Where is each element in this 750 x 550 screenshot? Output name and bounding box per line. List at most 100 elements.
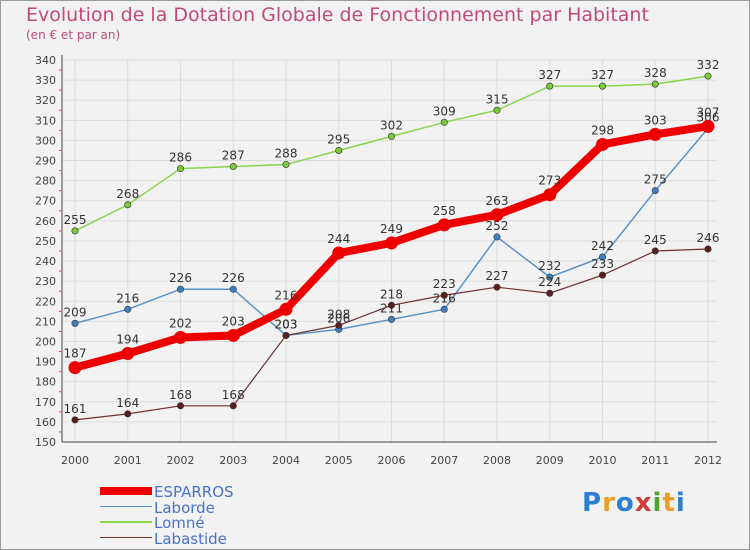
x-tick-label: 2002: [167, 454, 195, 467]
data-label-laborde: 275: [644, 173, 667, 187]
data-label-esparros: 303: [644, 113, 667, 127]
data-point-esparros: [121, 347, 135, 361]
data-point-labastide: [124, 410, 132, 418]
data-label-labastide: 168: [222, 388, 245, 402]
data-point-lomn-: [493, 106, 501, 114]
legend-label-lomn-: Lomné: [154, 514, 205, 532]
x-tick-label: 2010: [589, 454, 617, 467]
logo-letter: x: [634, 488, 653, 518]
legend-swatch-esparros: [100, 487, 152, 495]
data-point-lomn-: [387, 132, 395, 140]
x-tick-label: 2004: [272, 454, 300, 467]
data-label-labastide: 223: [433, 277, 456, 291]
data-label-labastide: 245: [644, 233, 667, 247]
data-label-lomn-: 309: [433, 104, 456, 118]
legend-label-labastide: Labastide: [154, 529, 227, 548]
x-tick-label: 2012: [694, 454, 722, 467]
legend-label-laborde: Laborde: [154, 498, 215, 517]
data-point-labastide: [71, 416, 79, 424]
data-label-lomn-: 268: [116, 187, 139, 201]
data-point-labastide: [598, 271, 606, 279]
data-point-labastide: [440, 291, 448, 299]
data-point-laborde: [177, 285, 185, 293]
data-label-laborde: 226: [222, 271, 245, 285]
logo-letter: i: [652, 488, 663, 518]
data-point-esparros: [68, 361, 82, 375]
data-point-labastide: [177, 402, 185, 410]
data-label-esparros: 263: [486, 194, 509, 208]
x-tick-label: 2001: [114, 454, 142, 467]
data-point-esparros: [648, 127, 662, 141]
logo-letter: i: [675, 488, 686, 518]
x-tick-label: 2000: [61, 454, 89, 467]
data-point-lomn-: [124, 201, 132, 209]
data-point-esparros: [596, 137, 609, 151]
data-point-laborde: [493, 233, 501, 241]
data-point-esparros: [437, 218, 451, 232]
data-point-lomn-: [71, 227, 79, 235]
logo-letter: t: [662, 488, 676, 518]
y-tick-label: 180: [35, 376, 56, 389]
data-point-esparros: [332, 246, 346, 260]
y-tick-label: 270: [35, 195, 56, 208]
legend-label-esparros: ESPARROS: [154, 483, 234, 501]
data-point-laborde: [71, 319, 79, 327]
data-label-lomn-: 327: [591, 68, 614, 82]
data-label-labastide: 224: [538, 275, 561, 289]
y-tick-label: 160: [35, 416, 56, 429]
data-point-lomn-: [546, 82, 554, 90]
proxiti-logo: Proxiti: [582, 488, 686, 518]
y-tick-label: 210: [35, 315, 56, 328]
y-tick-label: 340: [35, 54, 56, 67]
data-label-esparros: 249: [380, 222, 403, 236]
y-tick-label: 260: [35, 215, 56, 228]
data-label-esparros: 194: [116, 333, 139, 347]
y-tick-label: 310: [35, 114, 56, 127]
x-tick-label: 2009: [536, 454, 564, 467]
chart-title: Evolution de la Dotation Globale de Fonc…: [26, 4, 649, 26]
data-label-esparros: 244: [327, 232, 350, 246]
data-label-lomn-: 332: [697, 58, 720, 72]
y-tick-label: 330: [35, 74, 56, 87]
data-label-laborde: 232: [538, 259, 561, 273]
data-label-labastide: 246: [697, 231, 720, 245]
data-point-laborde: [124, 305, 132, 313]
data-point-esparros: [279, 302, 293, 316]
data-label-labastide: 164: [116, 396, 139, 410]
legend-swatch-labastide: [100, 536, 152, 539]
data-label-laborde: 216: [116, 291, 139, 305]
y-tick-label: 200: [35, 335, 56, 348]
y-tick-label: 240: [35, 255, 56, 268]
data-point-laborde: [651, 187, 659, 195]
y-tick-label: 190: [35, 356, 56, 369]
legend-swatch-laborde: [100, 505, 152, 508]
data-label-labastide: 208: [327, 307, 350, 321]
data-label-esparros: 298: [591, 123, 614, 137]
y-tick-label: 150: [35, 436, 56, 449]
x-tick-label: 2005: [325, 454, 353, 467]
data-point-labastide: [493, 283, 501, 291]
data-label-laborde: 209: [64, 305, 87, 319]
plot-area: [62, 60, 717, 442]
data-point-lomn-: [440, 118, 448, 126]
data-label-labastide: 168: [169, 388, 192, 402]
x-tick-label: 2007: [430, 454, 458, 467]
data-point-lomn-: [704, 72, 712, 80]
x-tick-label: 2003: [219, 454, 247, 467]
data-point-esparros: [701, 119, 715, 133]
data-label-esparros: 187: [64, 347, 87, 361]
data-point-laborde: [387, 315, 395, 323]
data-label-labastide: 233: [591, 257, 614, 271]
data-point-esparros: [490, 208, 504, 222]
data-point-laborde: [546, 273, 554, 281]
data-label-esparros: 216: [275, 288, 298, 302]
x-tick-label: 2006: [378, 454, 406, 467]
y-tick-label: 280: [35, 175, 56, 188]
data-point-labastide: [546, 289, 554, 297]
data-point-esparros: [226, 328, 240, 342]
data-point-esparros: [174, 330, 187, 344]
data-point-lomn-: [335, 146, 343, 154]
data-label-lomn-: 302: [380, 118, 403, 132]
y-tick-label: 220: [35, 295, 56, 308]
